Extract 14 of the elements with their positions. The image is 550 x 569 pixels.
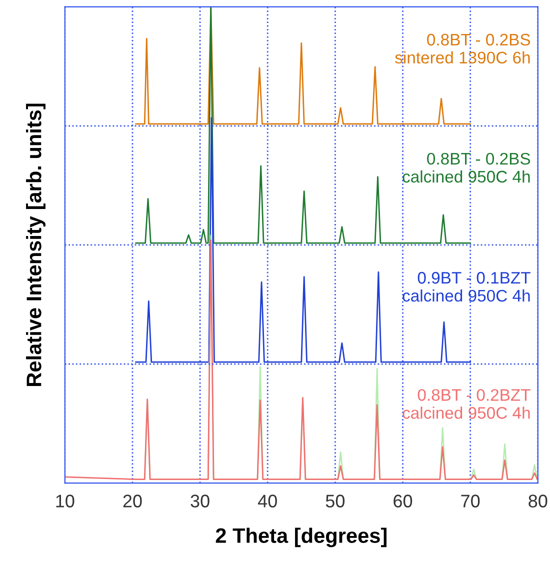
x-tick-label: 40 <box>258 494 277 508</box>
x-tick-label: 60 <box>394 494 412 508</box>
y-axis-title: Relative Intensity [arb. units] <box>26 104 46 386</box>
x-tick-label: 70 <box>461 494 480 508</box>
x-tick-label: 80 <box>528 494 548 508</box>
series-label: 0.8BT - 0.2BZT calcined 950C 4h <box>402 389 530 419</box>
x-tick-label: 10 <box>56 494 74 508</box>
series-label: 0.8BT - 0.2BS calcined 950C 4h <box>402 152 530 183</box>
series-label: 0.9BT - 0.1BZT calcined 950C 4h <box>402 272 530 302</box>
x-tick-label: 20 <box>123 494 142 508</box>
x-tick-label: 50 <box>326 494 345 508</box>
x-axis-title: 2 Theta [degrees] <box>216 528 386 548</box>
x-tick-label: 30 <box>190 494 210 508</box>
series-label: 0.8BT - 0.2BS sintered 1390C 6h <box>395 34 530 64</box>
